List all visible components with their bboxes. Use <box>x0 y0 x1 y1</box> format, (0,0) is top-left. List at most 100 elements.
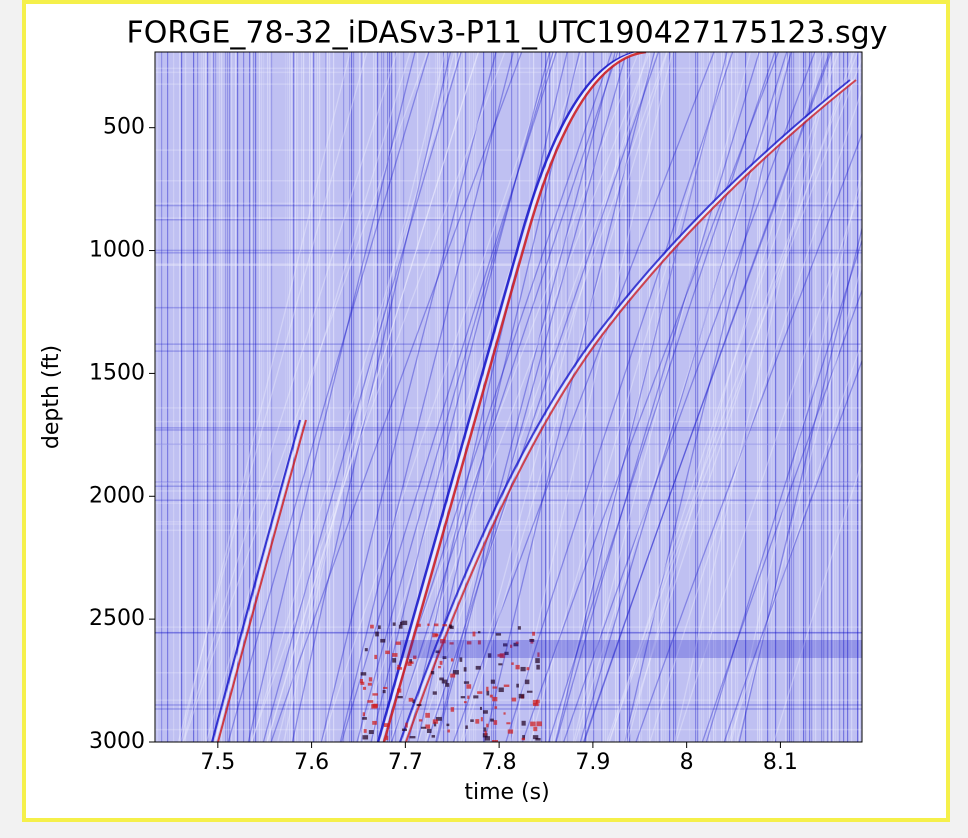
trace-stripe <box>243 52 245 742</box>
channel-row <box>155 264 862 266</box>
strong-energy <box>535 699 540 704</box>
trace-stripe <box>647 52 649 742</box>
strong-energy <box>431 671 435 675</box>
strong-energy <box>447 729 450 733</box>
diagonal-event <box>554 52 728 742</box>
trace-stripe <box>463 52 465 742</box>
channel-row <box>155 671 862 674</box>
strong-energy <box>516 683 519 688</box>
strong-energy <box>418 719 423 722</box>
trace-stripe <box>259 52 261 742</box>
trace-stripe <box>221 52 223 742</box>
trace-stripe <box>565 52 567 742</box>
strong-energy <box>533 726 538 732</box>
trace-stripe <box>295 52 297 742</box>
trace-stripe <box>381 52 383 742</box>
trace-stripe <box>227 52 229 742</box>
channel-row <box>155 264 862 266</box>
strong-energy <box>524 679 530 685</box>
trace-stripe <box>809 52 811 742</box>
channel-row <box>155 699 862 701</box>
diagonal-event <box>529 52 731 742</box>
trace-stripe <box>155 52 157 742</box>
strong-energy <box>466 641 472 645</box>
diagonal-event <box>227 52 430 742</box>
trace-stripe <box>389 52 391 742</box>
trace-stripe <box>629 52 631 742</box>
wavefront <box>399 79 851 742</box>
trace-stripe <box>425 52 427 742</box>
trace-stripe <box>483 52 485 742</box>
trace-stripe <box>567 52 569 742</box>
channel-row <box>155 529 862 532</box>
trace-stripe <box>829 52 831 742</box>
trace-stripe <box>587 52 589 742</box>
diagonal-event <box>583 52 831 742</box>
strong-energy <box>513 642 519 647</box>
trace-stripe <box>327 52 329 742</box>
trace-stripe <box>319 52 321 742</box>
channel-row <box>155 502 862 504</box>
trace-stripe <box>461 52 463 742</box>
channel-row <box>155 67 862 70</box>
trace-stripe <box>285 52 287 742</box>
channel-row <box>155 407 862 409</box>
diagonal-event <box>320 52 497 742</box>
strong-energy <box>493 720 498 725</box>
strong-energy <box>517 626 521 630</box>
strong-energy <box>431 735 436 738</box>
diagonal-event <box>341 52 557 742</box>
trace-stripe <box>207 52 209 742</box>
strong-energy <box>499 653 505 659</box>
trace-stripe <box>803 52 805 742</box>
strong-energy <box>413 655 417 660</box>
trace-stripe <box>225 52 227 742</box>
trace-stripe <box>491 52 493 742</box>
strong-energy <box>518 693 525 699</box>
image-area <box>155 52 862 742</box>
trace-stripe <box>301 52 303 742</box>
strong-energy <box>467 695 470 699</box>
channel-row <box>155 704 862 706</box>
trace-stripe <box>291 52 293 742</box>
trace-stripe <box>727 52 729 742</box>
trace-stripe <box>185 52 187 742</box>
diagonal-event <box>649 87 862 742</box>
diagonal-event <box>674 52 835 742</box>
trace-stripe <box>313 52 315 742</box>
wavefront <box>382 52 647 742</box>
wavefront <box>211 419 301 742</box>
strong-energy <box>364 648 368 652</box>
strong-energy <box>372 693 378 696</box>
strong-energy <box>515 641 519 644</box>
trace-stripe <box>269 52 271 742</box>
trace-stripe <box>235 52 237 742</box>
diagonal-event <box>262 52 462 742</box>
channel-row <box>155 523 862 525</box>
trace-stripe <box>511 52 513 742</box>
trace-stripe <box>789 52 791 742</box>
trace-stripe <box>675 52 677 742</box>
strong-energy <box>401 728 407 731</box>
strong-energy <box>438 665 441 669</box>
trace-stripe <box>549 52 551 742</box>
strong-energy <box>385 650 390 655</box>
trace-stripe <box>455 52 457 742</box>
x-tick-label: 7.5 <box>200 750 235 775</box>
trace-stripe <box>429 52 431 742</box>
diagonal-event <box>705 238 862 742</box>
trace-stripe <box>193 52 195 742</box>
strong-energy <box>492 739 498 742</box>
strong-energy <box>409 736 416 739</box>
trace-stripe <box>449 52 451 742</box>
diagonal-event <box>426 52 660 742</box>
diagonal-event <box>608 56 862 742</box>
strong-energy <box>367 700 374 703</box>
strong-energy <box>473 695 479 699</box>
strong-energy <box>396 667 403 670</box>
wavefront <box>214 419 304 742</box>
strong-energy <box>385 735 389 741</box>
trace-stripe <box>547 52 549 742</box>
wavefront <box>379 52 644 742</box>
strong-energy <box>432 633 438 638</box>
